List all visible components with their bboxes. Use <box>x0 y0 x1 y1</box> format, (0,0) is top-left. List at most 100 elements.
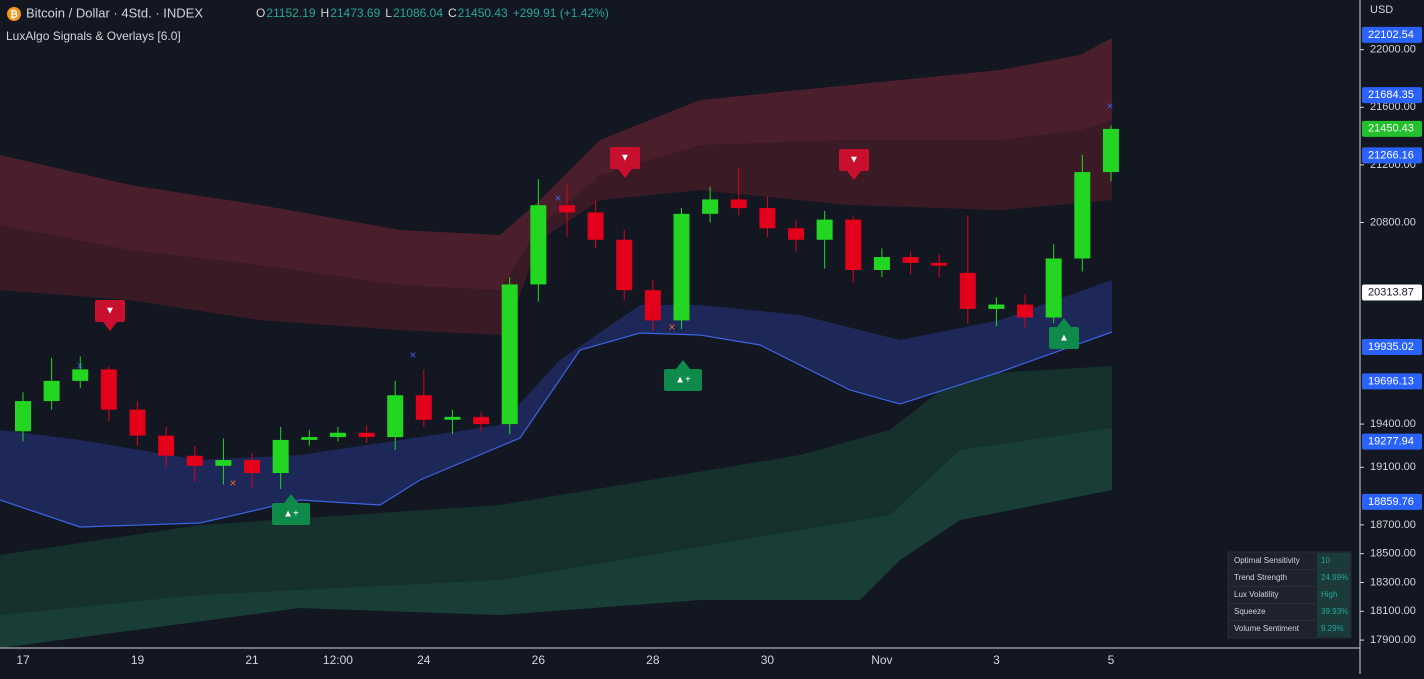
x-tick-label: Nov <box>871 653 892 667</box>
candle-body <box>730 199 747 209</box>
coin-icon-glyph: ₿ <box>10 9 18 21</box>
price-label-box <box>1362 120 1422 137</box>
table-value: 10 <box>1321 556 1330 565</box>
y-tick-label: 18500.00 <box>1370 548 1416 560</box>
candle-body <box>845 219 862 270</box>
price-change: +299.91 (+1.42%) <box>513 6 609 20</box>
svg-text:×: × <box>1106 99 1113 113</box>
price-label: 22102.54 <box>1368 29 1414 41</box>
price-label: 21266.16 <box>1368 149 1414 161</box>
candle-body <box>1102 128 1119 173</box>
buy-signal: ▲+ <box>272 494 310 525</box>
svg-text:×: × <box>554 191 561 205</box>
candle-body <box>186 455 203 466</box>
y-tick-label: 20800.00 <box>1370 216 1416 228</box>
ohlc-label: C <box>448 6 457 20</box>
candle-body <box>473 416 490 425</box>
svg-text:×: × <box>409 348 416 362</box>
ohlc-label: H <box>321 6 330 20</box>
svg-text:×: × <box>229 476 236 490</box>
indicator-name: LuxAlgo Signals & Overlays [6.0] <box>6 29 181 43</box>
y-tick-label: 18700.00 <box>1370 519 1416 531</box>
red-cloud-inner <box>0 120 1112 335</box>
buy-signal: ▲+ <box>664 360 702 391</box>
candle-body <box>415 395 432 420</box>
price-label-box <box>1362 87 1422 104</box>
candle-body <box>816 219 833 240</box>
candle-body <box>788 228 805 240</box>
info-table-rows: Optimal Sensitivity 10 Trend Strength 24.99… <box>1229 553 1350 637</box>
candle-body <box>158 435 175 456</box>
candle-body <box>272 439 289 474</box>
price-label-box <box>1362 147 1422 164</box>
candle-body <box>558 205 575 213</box>
y-tick-label: 19100.00 <box>1370 461 1416 473</box>
x-tick-label: 28 <box>646 653 660 667</box>
svg-text:▼: ▼ <box>620 153 630 164</box>
ohlc-label: O <box>256 6 265 20</box>
table-label: Lux Volatility <box>1234 590 1278 599</box>
blue-band-edge <box>0 331 1113 528</box>
y-tick-label: 22000.00 <box>1370 44 1416 56</box>
price-label-box <box>1362 339 1422 356</box>
candle-body <box>959 272 976 309</box>
y-tick-label: 19400.00 <box>1370 418 1416 430</box>
table-label: Trend Strength <box>1234 573 1287 582</box>
candle-body <box>501 284 518 425</box>
table-value: 24.99% <box>1321 573 1348 582</box>
red-cloud <box>0 38 1112 335</box>
sell-signal: ▼ <box>610 147 640 178</box>
candle-body <box>72 369 89 381</box>
candle-body <box>15 401 31 432</box>
candle-body <box>759 208 776 229</box>
candle-body <box>444 416 461 420</box>
x-tick-label: 21 <box>245 653 259 667</box>
ohlc-value: 21450.43 <box>458 6 508 20</box>
candle-body <box>587 212 604 240</box>
table-value-cell <box>1317 553 1350 569</box>
candle-body <box>873 257 890 270</box>
green-cloud-inner <box>0 428 1112 648</box>
price-label: 21684.35 <box>1368 89 1414 101</box>
buy-signal: ▲ <box>1049 318 1079 349</box>
price-label: 20313.87 <box>1368 286 1414 298</box>
candle-body <box>702 199 719 214</box>
svg-text:▲: ▲ <box>1059 333 1069 344</box>
candle-body <box>387 395 404 438</box>
coin-icon <box>7 7 21 21</box>
svg-text:▲+: ▲+ <box>283 509 299 520</box>
x-tick-label: 19 <box>131 653 145 667</box>
svg-text:▼: ▼ <box>849 155 859 166</box>
symbol: Bitcoin / Dollar · 4Std. · INDEX <box>26 5 203 20</box>
ohlc-label: L <box>385 6 392 20</box>
candle-body <box>616 239 633 291</box>
candle-body <box>301 437 318 440</box>
x-tick-label: 24 <box>417 653 431 667</box>
table-value: High <box>1321 590 1337 599</box>
candle-body <box>902 257 919 263</box>
price-label-box <box>1362 493 1422 510</box>
table-value: 9.29% <box>1321 624 1344 633</box>
y-tick-label: 21600.00 <box>1370 101 1416 113</box>
ohlc-value: 21152.19 <box>266 6 315 20</box>
candle-body <box>673 213 690 321</box>
x-tick-label: 12:00 <box>323 653 353 667</box>
candle-body <box>1017 304 1034 318</box>
y-tick-label: 17900.00 <box>1370 634 1416 646</box>
sell-signal: ▼ <box>839 149 869 180</box>
candle-body <box>530 205 547 285</box>
sell-signal: ▼ <box>95 300 125 331</box>
price-label: 19696.13 <box>1368 375 1414 387</box>
price-label-box <box>1362 433 1422 450</box>
table-label: Optimal Sensitivity <box>1234 556 1300 565</box>
candle-body <box>129 409 146 436</box>
price-label-box <box>1362 373 1422 390</box>
candle-body <box>215 460 232 466</box>
ohlc-value: 21086.04 <box>393 6 443 20</box>
ohlc: O 21152.19 H 21473.69 L 21086.04 C 21450.43 +299… <box>256 6 609 20</box>
x-tick-label: 3 <box>993 653 1000 667</box>
x-tick-label: 30 <box>761 653 775 667</box>
y-tick-label: 18300.00 <box>1370 576 1416 588</box>
table-label: Squeeze <box>1234 607 1266 616</box>
